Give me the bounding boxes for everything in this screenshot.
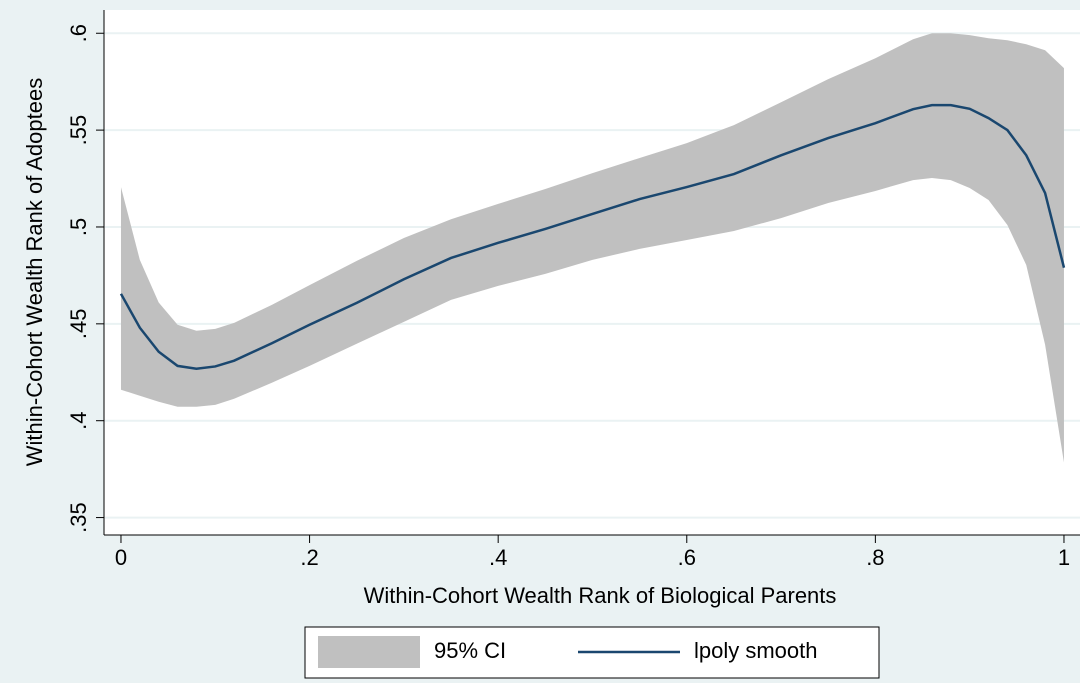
legend-label: 95% CI [434,638,506,663]
y-tick-label: .6 [66,24,91,42]
x-axis-title: Within-Cohort Wealth Rank of Biological … [364,583,837,608]
y-tick-label: .4 [66,412,91,430]
y-tick-label: .45 [66,309,91,340]
x-tick-label: 1 [1058,545,1070,570]
y-axis-title: Within-Cohort Wealth Rank of Adoptees [22,78,47,466]
y-tick-label: .55 [66,115,91,146]
y-tick-label: .35 [66,502,91,533]
x-tick-label: .4 [489,545,507,570]
legend-swatch [318,636,420,668]
y-tick-label: .5 [66,218,91,236]
x-tick-label: .6 [678,545,696,570]
x-tick-label: .8 [866,545,884,570]
x-tick-label: .2 [300,545,318,570]
x-tick-label: 0 [115,545,127,570]
legend-label: lpoly smooth [694,638,818,663]
line [119,103,1066,371]
ci-band [120,33,1064,463]
